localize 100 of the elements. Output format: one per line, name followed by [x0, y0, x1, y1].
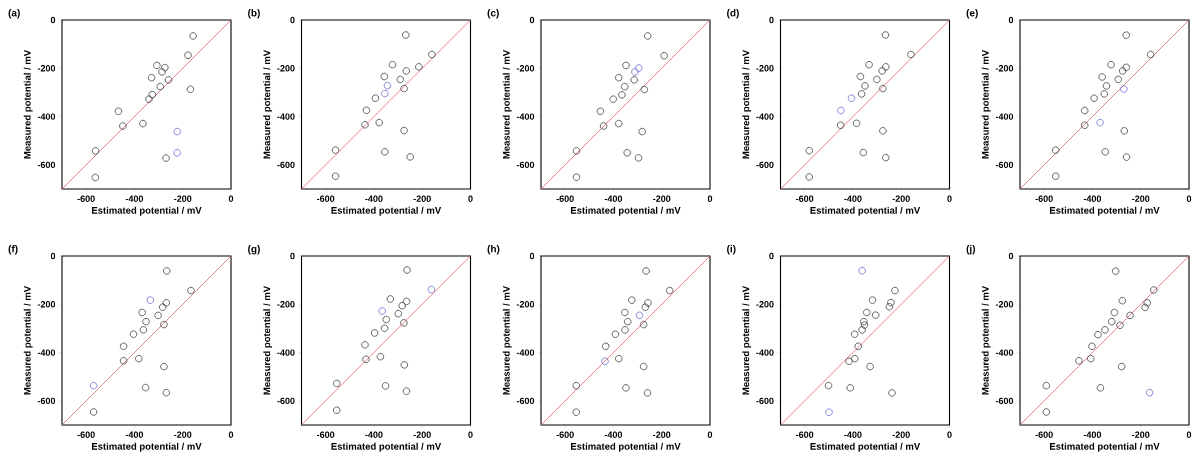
point [1096, 384, 1105, 392]
point [1120, 85, 1128, 93]
point [887, 298, 895, 307]
point [139, 119, 147, 128]
point [824, 381, 833, 390]
point [871, 311, 880, 319]
point [611, 330, 620, 338]
point [641, 303, 649, 311]
point [1081, 121, 1089, 129]
point [860, 321, 869, 329]
point [640, 85, 649, 94]
y-tick-label: 0 [529, 16, 535, 24]
x-tick-label: 0 [1186, 195, 1192, 202]
y-tick-label: -600 [516, 397, 535, 405]
point [1094, 331, 1102, 339]
point [888, 389, 896, 397]
point [638, 127, 646, 136]
x-tick-label: -200 [174, 195, 192, 202]
x-axis-title: Estimated potential / mV [570, 442, 681, 452]
x-axis-title: Estimated potential / mV [1049, 206, 1160, 216]
y-tick-label: -600 [37, 161, 56, 169]
y-tick-label: -400 [37, 349, 56, 356]
point [160, 320, 168, 329]
point [331, 172, 340, 180]
point [1101, 326, 1109, 334]
y-axis-title: Measured potential / mV [23, 285, 33, 395]
point [857, 90, 866, 98]
point [162, 299, 170, 307]
y-tick-label: 0 [529, 252, 535, 260]
point [1052, 146, 1060, 154]
y-tick-label: 0 [769, 252, 774, 260]
point [1101, 148, 1109, 156]
point [184, 51, 192, 59]
point [845, 357, 853, 365]
point [376, 352, 385, 361]
x-tick-label: -600 [1035, 195, 1053, 202]
point [89, 408, 98, 416]
y-axis-title: Measured potential / mV [981, 285, 991, 395]
y-tick-label: -200 [516, 65, 535, 72]
point [615, 74, 623, 82]
point [879, 127, 887, 135]
point [609, 95, 617, 103]
point [145, 95, 153, 103]
x-tick-label: -200 [413, 431, 431, 438]
point [400, 319, 408, 327]
point [1117, 362, 1126, 371]
y-tick-label: -600 [516, 161, 535, 169]
point [148, 90, 156, 99]
point [643, 389, 652, 397]
point [333, 379, 341, 388]
point [380, 72, 389, 81]
point [427, 285, 436, 294]
point [1088, 342, 1096, 350]
point [1122, 153, 1131, 161]
point [634, 154, 643, 162]
y-tick-label: -600 [756, 161, 774, 169]
point [331, 146, 340, 154]
x-tick-label: -600 [556, 195, 574, 202]
y-axis-title: Measured potential / mV [263, 49, 273, 159]
x-tick-label: -600 [316, 195, 335, 202]
y-tick-label: -200 [756, 65, 774, 72]
y-tick-label: 0 [50, 16, 56, 24]
x-tick-label: 0 [228, 431, 234, 438]
point [852, 119, 861, 128]
point [1116, 321, 1124, 329]
point [1150, 286, 1158, 294]
y-tick-label: -200 [995, 65, 1014, 72]
point [859, 148, 868, 157]
y-tick-label: -600 [756, 397, 774, 405]
point [1042, 381, 1051, 390]
point [1114, 75, 1122, 84]
point [631, 68, 639, 76]
point [396, 75, 404, 84]
point [381, 148, 389, 156]
y-tick-label: -400 [516, 349, 535, 356]
x-tick-label: 0 [468, 431, 473, 438]
point [1098, 73, 1106, 81]
x-tick-label: 0 [1186, 431, 1192, 438]
point [644, 299, 652, 307]
chart-title: (h) [487, 245, 500, 255]
y-tick-label: -600 [277, 161, 295, 169]
x-tick-label: -400 [1083, 431, 1102, 438]
point [1096, 118, 1104, 127]
point [381, 382, 390, 390]
y-axis-title: Measured potential / mV [981, 49, 991, 159]
point [173, 149, 181, 157]
point [164, 76, 173, 84]
point [885, 303, 894, 311]
x-tick-label: -400 [844, 431, 862, 438]
x-tick-label: -600 [77, 431, 95, 438]
point [878, 67, 886, 75]
y-tick-label: -600 [277, 397, 295, 405]
point [160, 362, 168, 371]
point [156, 82, 164, 91]
point [622, 384, 630, 392]
x-tick-label: 0 [468, 195, 473, 202]
point [1111, 267, 1120, 275]
point [572, 147, 581, 155]
y-tick-label: 0 [290, 252, 295, 260]
point [825, 408, 833, 416]
